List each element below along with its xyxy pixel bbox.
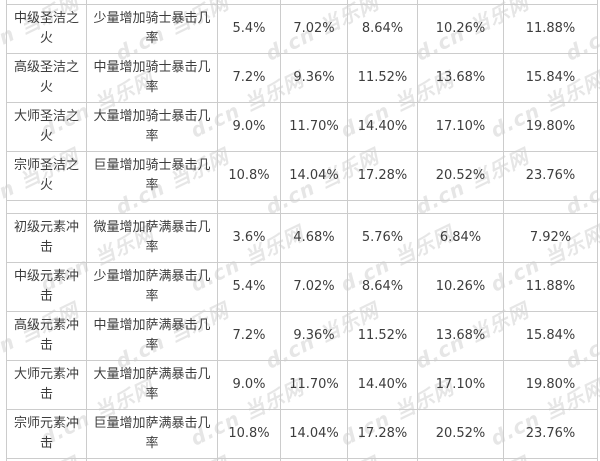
value-cell: 8.64% (347, 3, 418, 54)
value-cell: 15.84% (503, 52, 598, 103)
value-cell: 4.68% (280, 212, 348, 263)
value-cell: 11.70% (280, 101, 348, 152)
value-cell: 14.40% (347, 359, 418, 410)
skill-name-cell: 大师元素冲击 (6, 359, 87, 410)
value-cell: 9.36% (280, 310, 348, 361)
value-cell: 9.0% (217, 101, 281, 152)
value-cell: 9.36% (280, 52, 348, 103)
value-cell: 17.28% (347, 408, 418, 459)
value-cell: 7.2% (217, 310, 281, 361)
skill-description-cell: 大量增加萨满暴击几率 (86, 359, 218, 410)
skill-name-cell: 大师圣洁之火 (6, 101, 87, 152)
section-separator-row-cell (86, 199, 218, 214)
clipped-row-bottom (6, 457, 598, 461)
table-row: 宗师元素冲击 巨量增加萨满暴击几率 10.8% 14.04% 17.28% 20.52% 2… (6, 408, 598, 459)
value-cell: 14.04% (280, 408, 348, 459)
table-row: 中级圣洁之火 少量增加骑士暴击几率 5.4% 7.02% 8.64% 10.26% 11.8… (6, 3, 598, 54)
skill-description-cell: 中量增加骑士暴击几率 (86, 52, 218, 103)
skill-description-cell: 巨量增加骑士暴击几率 (86, 150, 218, 201)
value-cell: 8.64% (347, 261, 418, 312)
section-separator-row-cell (503, 199, 598, 214)
skill-name-cell: 高级元素冲击 (6, 310, 87, 361)
value-cell: 7.02% (280, 261, 348, 312)
value-cell: 20.52% (417, 150, 504, 201)
skill-description-cell: 微量增加萨满暴击几率 (86, 212, 218, 263)
value-cell: 19.80% (503, 101, 598, 152)
value-cell: 6.84% (417, 212, 504, 263)
table-row: 高级元素冲击 中量增加萨满暴击几率 7.2% 9.36% 11.52% 13.68% 15.… (6, 310, 598, 361)
value-cell: 17.10% (417, 359, 504, 410)
table-row: 初级元素冲击 微量增加萨满暴击几率 3.6% 4.68% 5.76% 6.84% 7.92% (6, 212, 598, 263)
skill-name-cell: 中级元素冲击 (6, 261, 87, 312)
skill-description-cell: 少量增加萨满暴击几率 (86, 261, 218, 312)
value-cell: 3.6% (217, 212, 281, 263)
value-cell: 11.70% (280, 359, 348, 410)
skill-name-cell: 宗师圣洁之火 (6, 150, 87, 201)
value-cell: 13.68% (417, 52, 504, 103)
value-cell: 17.28% (347, 150, 418, 201)
value-cell: 13.68% (417, 310, 504, 361)
skill-description-cell: 大量增加骑士暴击几率 (86, 101, 218, 152)
value-cell: 5.76% (347, 212, 418, 263)
skill-description-cell: 中量增加萨满暴击几率 (86, 310, 218, 361)
value-cell: 7.02% (280, 3, 348, 54)
table-row: 大师圣洁之火 大量增加骑士暴击几率 9.0% 11.70% 14.40% 17.10% 19… (6, 101, 598, 152)
table-body: 中级圣洁之火 少量增加骑士暴击几率 5.4% 7.02% 8.64% 10.26% 11.8… (6, 0, 598, 461)
skill-description-cell: 少量增加骑士暴击几率 (86, 3, 218, 54)
table-row: 中级元素冲击 少量增加萨满暴击几率 5.4% 7.02% 8.64% 10.26% 11.8… (6, 261, 598, 312)
value-cell: 9.0% (217, 359, 281, 410)
skill-description-cell: 巨量增加萨满暴击几率 (86, 408, 218, 459)
value-cell: 14.04% (280, 150, 348, 201)
skill-name-cell: 初级元素冲击 (6, 212, 87, 263)
skill-stats-table: 中级圣洁之火 少量增加骑士暴击几率 5.4% 7.02% 8.64% 10.26% 11.8… (6, 0, 598, 461)
value-cell: 20.52% (417, 408, 504, 459)
section-separator-row-cell (347, 199, 418, 214)
value-cell: 15.84% (503, 310, 598, 361)
section-separator-row (6, 199, 598, 214)
value-cell: 14.40% (347, 101, 418, 152)
value-cell: 11.88% (503, 261, 598, 312)
table-row: 高级圣洁之火 中量增加骑士暴击几率 7.2% 9.36% 11.52% 13.68% 15.… (6, 52, 598, 103)
value-cell: 5.4% (217, 3, 281, 54)
value-cell: 7.2% (217, 52, 281, 103)
value-cell: 5.4% (217, 261, 281, 312)
section-separator-row-cell (217, 199, 281, 214)
table-row: 宗师圣洁之火 巨量增加骑士暴击几率 10.8% 14.04% 17.28% 20.52% 2… (6, 150, 598, 201)
section-separator-row-cell (6, 199, 87, 214)
value-cell: 11.52% (347, 52, 418, 103)
value-cell: 10.8% (217, 408, 281, 459)
value-cell: 19.80% (503, 359, 598, 410)
value-cell: 7.92% (503, 212, 598, 263)
skill-name-cell: 宗师元素冲击 (6, 408, 87, 459)
value-cell: 10.26% (417, 261, 504, 312)
section-separator-row-cell (280, 199, 348, 214)
value-cell: 17.10% (417, 101, 504, 152)
value-cell: 23.76% (503, 408, 598, 459)
value-cell: 11.52% (347, 310, 418, 361)
value-cell: 11.88% (503, 3, 598, 54)
section-separator-row-cell (417, 199, 504, 214)
skill-name-cell: 高级圣洁之火 (6, 52, 87, 103)
value-cell: 10.8% (217, 150, 281, 201)
value-cell: 10.26% (417, 3, 504, 54)
table-row: 大师元素冲击 大量增加萨满暴击几率 9.0% 11.70% 14.40% 17.10% 19… (6, 359, 598, 410)
skill-name-cell: 中级圣洁之火 (6, 3, 87, 54)
clipped-row-bottom-cell (503, 457, 598, 461)
value-cell: 23.76% (503, 150, 598, 201)
